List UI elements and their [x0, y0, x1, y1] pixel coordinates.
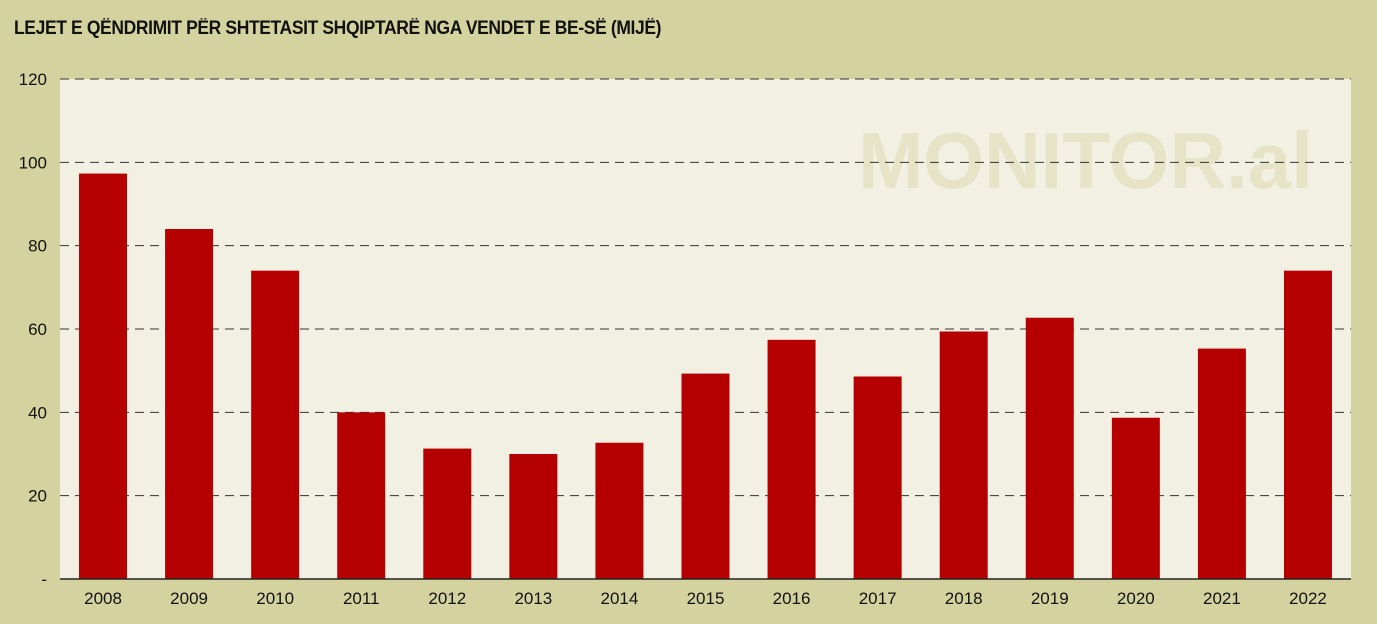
x-tick-label: 2011 [343, 589, 380, 608]
x-tick-label: 2013 [514, 589, 552, 608]
y-tick-label: 20 [28, 487, 47, 506]
bar-2019 [1025, 317, 1074, 579]
watermark: MONITOR.al [858, 116, 1313, 205]
y-axis-ticks: - 20 40 60 80 100 120 [19, 70, 47, 589]
bar-2017 [853, 376, 902, 579]
y-tick-label: 60 [28, 320, 47, 339]
bar-2021 [1197, 348, 1246, 579]
bar-2018 [939, 331, 988, 579]
x-tick-label: 2018 [945, 589, 983, 608]
bars [79, 173, 1332, 580]
bar-2009 [165, 229, 214, 579]
y-tick-label: - [41, 570, 47, 589]
bar-2014 [595, 442, 644, 579]
x-tick-label: 2014 [601, 589, 639, 608]
bar-2020 [1111, 417, 1160, 579]
bar-2015 [681, 373, 730, 579]
chart-title: LEJET E QËNDRIMIT PËR SHTETASIT SHQIPTAR… [14, 18, 662, 39]
x-tick-label: 2015 [687, 589, 725, 608]
bar-2012 [423, 448, 472, 579]
y-tick-label: 40 [28, 403, 47, 422]
y-tick-label: 80 [28, 237, 47, 256]
x-tick-label: 2016 [773, 589, 811, 608]
x-axis-ticks: 2008 2009 2010 2011 2012 2013 2014 2015 2016 2017… [84, 589, 1327, 608]
x-tick-label: 2019 [1031, 589, 1069, 608]
x-tick-label: 2009 [170, 589, 208, 608]
y-tick-label: 120 [19, 70, 47, 89]
bar-2013 [509, 454, 558, 579]
x-tick-label: 2020 [1117, 589, 1155, 608]
x-tick-label: 2010 [256, 589, 294, 608]
bar-2008 [79, 173, 128, 580]
x-tick-label: 2017 [859, 589, 897, 608]
x-tick-label: 2021 [1203, 589, 1241, 608]
x-tick-label: 2022 [1289, 589, 1327, 608]
y-tick-label: 100 [19, 153, 47, 172]
x-tick-label: 2012 [428, 589, 466, 608]
x-tick-label: 2008 [84, 589, 122, 608]
bar-2010 [251, 270, 300, 579]
bar-2022 [1283, 270, 1332, 579]
bar-2011 [337, 412, 386, 579]
bar-2016 [767, 339, 816, 579]
